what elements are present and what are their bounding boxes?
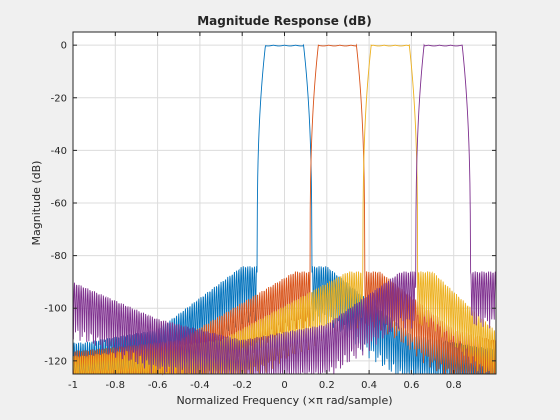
x-tick-label: 0.4	[361, 380, 377, 391]
x-axis-label-prefix: Normalized Frequency (	[176, 394, 307, 407]
y-tick-label: 0	[61, 41, 67, 52]
x-tick-label: 0.2	[319, 380, 335, 391]
x-tick-label: -0.8	[106, 380, 126, 391]
x-tick-label: -0.6	[148, 380, 168, 391]
y-tick-label: -40	[51, 146, 67, 157]
x-tick-label: -0.4	[190, 380, 210, 391]
y-tick-label: -120	[44, 356, 67, 367]
x-tick-label: -0.2	[232, 380, 252, 391]
x-tick-label: -1	[68, 380, 78, 391]
x-tick-label: 0.8	[446, 380, 462, 391]
x-axis-label: Normalized Frequency (×π rad/sample)	[176, 394, 392, 407]
x-tick-label: 0	[281, 380, 287, 391]
response-series-line	[72, 43, 497, 375]
y-axis-label: Magnitude (dB)	[30, 161, 43, 246]
response-series-line	[72, 43, 497, 376]
ticks: -1 -0.8 -0.6 -0.4 -0.2 0 0.2 0.4 0.6 0.8 0 -20 -40 -6…	[44, 32, 496, 391]
y-tick-label: -80	[51, 251, 67, 262]
chart-title: Magnitude Response (dB)	[197, 14, 372, 28]
y-tick-label: -100	[44, 304, 67, 315]
x-axis-label-pi: π	[316, 394, 323, 407]
x-axis-label-times: ×	[307, 394, 316, 407]
y-tick-label: -20	[51, 93, 67, 104]
x-tick-label: 0.6	[403, 380, 419, 391]
y-tick-label: -60	[51, 199, 67, 210]
x-axis-label-suffix: rad/sample)	[323, 394, 393, 407]
